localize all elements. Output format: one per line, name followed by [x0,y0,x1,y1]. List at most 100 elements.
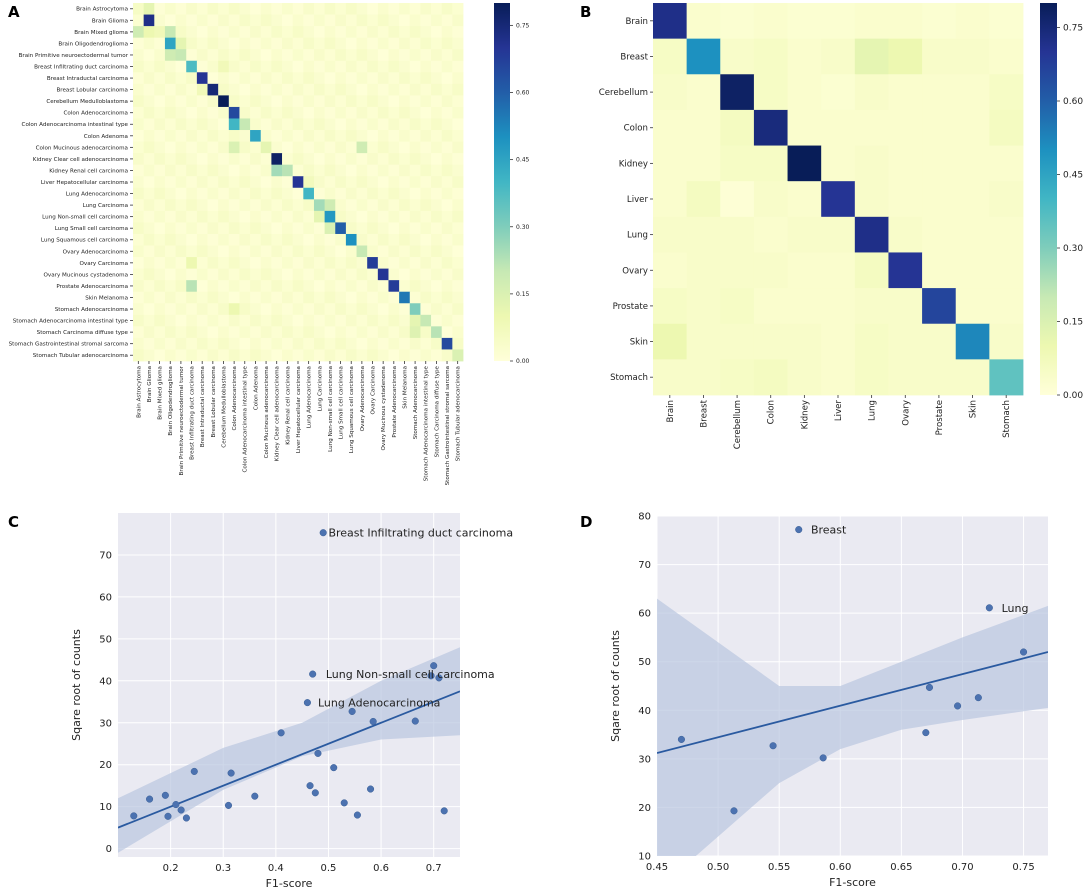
col-label: Colon Adenocarcinoma [232,366,238,430]
scatter-point [309,670,317,678]
heatmap-cell [356,222,368,235]
heatmap-cell [303,141,315,154]
heatmap-cell [282,314,294,327]
heatmap-cell [228,26,240,39]
heatmap-cell [854,145,889,182]
heatmap-cell [313,106,326,119]
scatter-point [819,754,827,762]
heatmap-cell [239,268,251,281]
row-label: Ovary Adenocarcinoma [63,249,128,255]
heatmap-cell [196,187,208,200]
heatmap-cell [441,60,453,73]
heatmap-cell [345,291,357,304]
heatmap-cell [356,49,368,62]
heatmap-cell [133,118,145,131]
heatmap-cell [271,176,283,189]
heatmap-cell [303,245,315,258]
heatmap-cell [821,38,856,75]
heatmap-cell [282,26,294,39]
heatmap-cell [431,199,443,212]
col-label: Cerebellum [733,400,743,449]
heatmap-cell [218,118,230,131]
heatmap-cell [282,245,294,258]
heatmap-cell [164,49,176,62]
heatmap-cell [207,303,219,316]
heatmap-cell [431,291,443,304]
heatmap-cell [282,187,294,200]
heatmap-cell [239,83,251,96]
heatmap-cell [356,337,368,350]
heatmap-cell [787,181,822,218]
heatmap-cell [133,349,145,362]
heatmap-cell [164,349,176,362]
col-label: Cerebellum Medulloblastoma [221,366,227,448]
col-label: Kidney Clear cell adenocarcinoma [275,366,281,461]
y-tick-label: 70 [638,560,651,571]
heatmap-cell [154,245,166,258]
heatmap-cell [207,141,219,154]
heatmap-cell [345,257,357,270]
heatmap-cell [175,14,187,27]
row-label: Ovary [622,266,648,276]
heatmap-cell [388,164,400,177]
heatmap-cell [292,153,304,166]
heatmap-cell [143,83,155,96]
heatmap-cell [377,326,389,339]
row-label: Colon Adenocarcinoma intestinal type [22,122,129,128]
heatmap-cell [821,74,856,111]
heatmap-cell [239,37,251,50]
heatmap-cell [653,109,688,146]
row-label: Prostate Adenocarcinoma [56,284,128,290]
heatmap-cell [143,245,155,258]
heatmap-cell [282,60,294,73]
heatmap-cell [356,291,368,304]
confidence-band [657,598,1048,856]
scatter-point [314,749,322,757]
heatmap-cell [175,37,187,50]
heatmap-cell [133,130,145,142]
heatmap-cell [686,109,721,146]
heatmap-cell [409,326,421,339]
heatmap-cell [399,303,411,316]
heatmap-cell [367,83,379,96]
y-tick-label: 60 [638,609,651,620]
heatmap-cell [922,109,957,146]
heatmap-cell [399,153,411,166]
heatmap-cell [409,337,421,350]
heatmap-cell [196,337,208,350]
heatmap-cell [218,187,230,200]
heatmap-cell [388,26,400,39]
heatmap-cell [228,245,240,258]
heatmap-cell [271,37,283,50]
heatmap-cell [154,291,166,304]
heatmap-cell [335,349,347,362]
heatmap-cell [133,199,145,212]
heatmap-cell [431,233,443,246]
heatmap-cell [164,257,176,270]
heatmap-cell [164,222,176,235]
heatmap-cell [367,118,379,131]
heatmap-cell [271,26,283,39]
heatmap-cell [324,199,336,212]
heatmap-cell [207,337,219,350]
heatmap-cell [420,130,432,142]
heatmap-cell [154,187,166,200]
row-label: Brain Astrocytoma [76,7,128,13]
heatmap-cell [282,268,294,281]
heatmap-cell [133,326,145,339]
heatmap-cell [955,3,990,40]
heatmap-cell [164,326,176,339]
heatmap-cell [720,3,755,40]
heatmap-cell [388,291,400,304]
heatmap-cell [154,337,166,350]
heatmap-cell [409,210,421,223]
heatmap-cell [324,291,336,304]
heatmap-cell [377,303,389,316]
heatmap-cell [260,314,272,327]
heatmap-cell [143,130,155,142]
confidence-band [118,647,460,853]
heatmap-cell [250,303,262,316]
heatmap-cell [196,349,208,362]
heatmap-cell [441,49,453,62]
heatmap-cell [854,109,889,146]
